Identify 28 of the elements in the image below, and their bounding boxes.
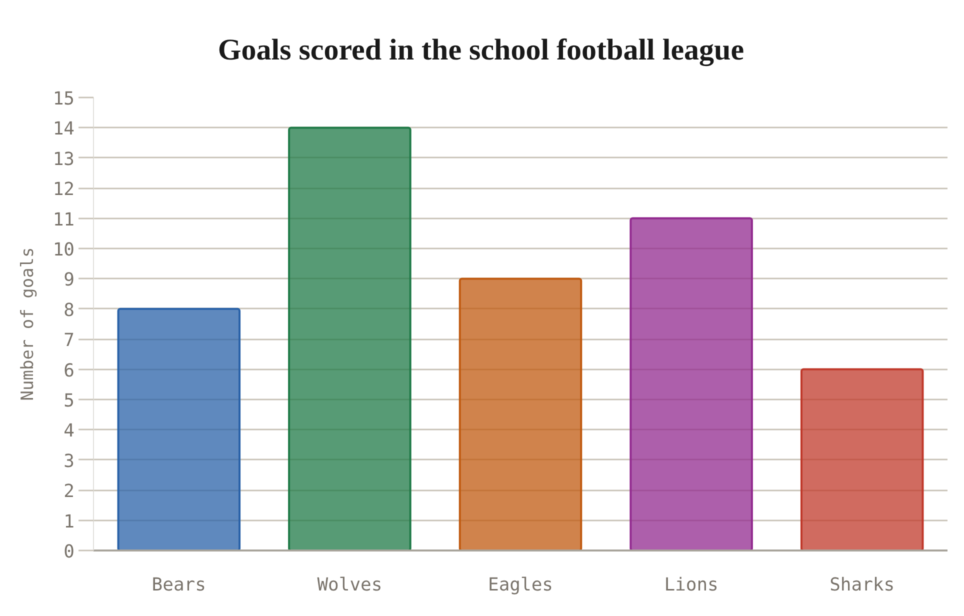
y-tick-label: 8	[64, 300, 75, 321]
y-tick-label: 15	[52, 88, 75, 110]
x-tick-label: Eagles	[488, 574, 554, 596]
x-tick-label: Bears	[152, 574, 206, 596]
x-tick-label: Sharks	[830, 574, 895, 596]
y-tick-label: 12	[52, 179, 75, 200]
y-tick-label: 10	[52, 240, 75, 260]
bar	[458, 278, 582, 550]
y-tick-label: 4	[64, 420, 75, 442]
y-tick-label: 11	[52, 209, 75, 230]
x-tick-label: Wolves	[317, 574, 382, 596]
y-tick-label: 13	[52, 148, 75, 170]
y-tick-label: 2	[64, 481, 75, 502]
y-tick-label: 3	[64, 450, 75, 472]
y-tick-label: 7	[64, 330, 75, 352]
y-axis-title: Number of goals	[18, 247, 38, 401]
bar	[117, 308, 241, 550]
chart-title: Goals scored in the school football league	[218, 34, 744, 66]
y-tick-label: 0	[64, 542, 75, 562]
y-tick-label: 1	[64, 511, 75, 532]
y-tick-label: 14	[52, 118, 75, 140]
bar	[800, 368, 924, 550]
y-tick-label: 6	[64, 360, 75, 382]
y-tick-label: 5	[64, 390, 75, 412]
y-tick-label: 9	[64, 270, 75, 291]
bar	[630, 217, 753, 550]
x-tick-label: Lions	[664, 574, 718, 596]
bar	[288, 126, 412, 550]
